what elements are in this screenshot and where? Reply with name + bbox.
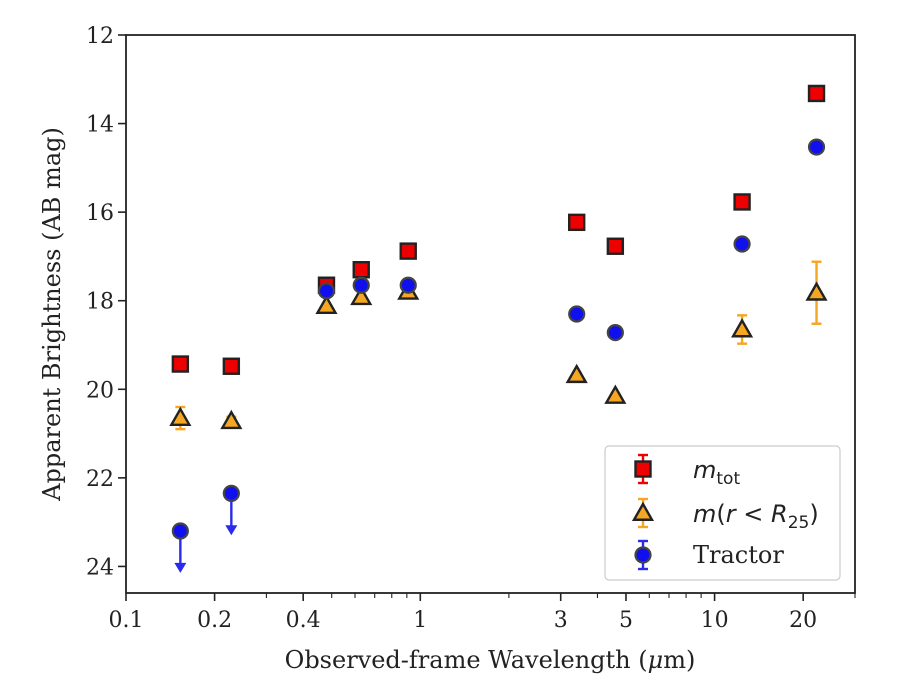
x-tick-label: 0.1 [109,608,144,633]
point-m_r25 [565,363,588,384]
y-tick-label: 16 [86,201,114,226]
point-mtot [807,84,826,103]
point-tractor [606,324,624,342]
y-axis-ticks: 12 14 16 18 20 22 24 [86,24,126,580]
legend-m-r25-open: ( [716,500,725,528]
point-mtot [171,355,190,373]
legend-mtot-sub: tot [716,469,740,489]
legend-m-r25-R: R [771,500,788,528]
legend-mtot-base: m [693,456,716,484]
point-mtot [606,237,625,255]
y-tick-label: 22 [86,467,114,492]
data-marks [169,84,828,573]
legend-m-r25-close: ) [809,500,818,528]
x-tick-label: 1 [413,608,427,633]
plot-frame [125,34,856,594]
point-mtot [352,261,370,279]
point-tractor [352,276,370,294]
point-tractor [568,305,586,323]
point-m_r25 [731,318,754,338]
legend-label-mtot: mtot [693,456,740,489]
legend-label-tractor: Tractor [693,541,784,569]
legend-label-m-r25: m(r < R25) [693,500,819,533]
legend-marker-m_r25 [631,501,655,521]
legend-marker-mtot [634,460,652,478]
upper-limit-arrow-head [225,525,238,536]
y-tick-label: 18 [86,290,114,315]
x-tick-label: 0.2 [197,608,232,633]
series-m_r25 [169,260,828,431]
y-tick-label: 20 [86,378,114,403]
point-m_r25 [169,406,192,427]
point-mtot [222,357,241,375]
point-tractor [807,138,826,156]
x-tick-label: 3 [554,608,568,633]
x-axis-ticks: 0.1 0.2 0.4 1 3 5 10 20 [109,593,817,633]
x-tick-label: 5 [619,608,633,633]
y-tick-label: 12 [86,24,114,49]
x-tick-label: 10 [701,608,729,633]
point-m_r25 [350,285,373,306]
y-tick-label: 14 [86,113,114,138]
x-axis-label: Observed-frame Wavelength (μm) [285,646,696,674]
legend-box [604,445,841,581]
point-m_r25 [604,384,627,404]
point-mtot [733,193,751,211]
y-tick-label: 24 [86,555,114,580]
legend-m-r25-sub: 25 [788,513,810,533]
point-mtot [568,213,586,232]
x-axis-label-mu: μ [648,646,664,674]
point-tractor [222,484,240,502]
point-tractor [171,522,189,540]
series-tractor [171,138,826,573]
legend-m-r25-r: r [726,500,738,528]
x-tick-label: 20 [789,608,817,633]
point-tractor [317,282,336,300]
y-axis-label: Apparent Brightness (AB mag) [38,127,66,502]
legend-markers [631,453,655,571]
point-m_r25 [315,294,338,314]
point-m_r25 [220,409,243,430]
legend: mtot m(r < R25) Tractor [604,445,841,581]
point-tractor [399,276,417,294]
x-axis-label-prefix: Observed-frame Wavelength ( [285,646,648,674]
x-axis-label-suffix: m) [663,646,695,674]
point-tractor [733,235,751,253]
legend-m-r25-m: m [693,500,716,528]
point-m_r25 [805,281,828,301]
series-mtot [171,84,826,375]
point-mtot [399,242,417,260]
legend-marker-tractor [634,546,652,564]
upper-limit-arrow-head [174,562,187,573]
legend-m-r25-lt: < [736,500,771,528]
x-tick-label: 0.4 [286,608,321,633]
